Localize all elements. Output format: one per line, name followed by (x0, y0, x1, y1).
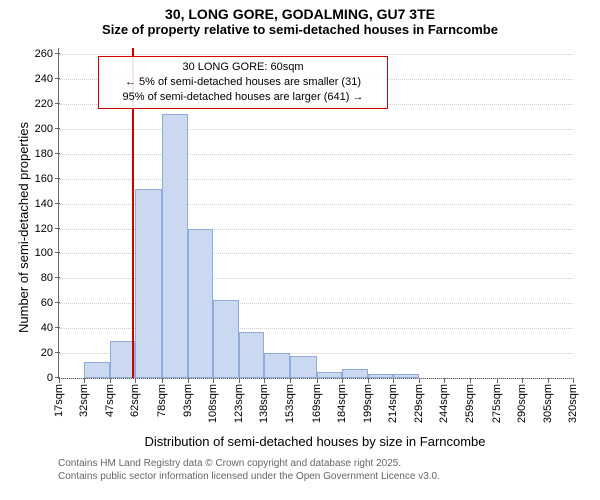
x-tick-label: 305sqm (542, 384, 554, 423)
y-tick-label: 160 (35, 173, 59, 185)
chart-title-line1: 30, LONG GORE, GODALMING, GU7 3TE (0, 0, 600, 22)
x-tick-label: 47sqm (104, 384, 116, 417)
histogram-bar (368, 374, 393, 378)
y-tick-label: 60 (41, 297, 59, 309)
histogram-bar (317, 372, 342, 378)
histogram-bar (213, 300, 238, 378)
x-tick-label: 320sqm (567, 384, 579, 423)
histogram-bar (188, 229, 213, 378)
x-tick-mark (317, 378, 318, 383)
y-tick-label: 240 (35, 73, 59, 85)
histogram-bar (342, 369, 367, 378)
x-tick-label: 214sqm (387, 384, 399, 423)
x-tick-label: 17sqm (53, 384, 65, 417)
x-tick-mark (497, 378, 498, 383)
histogram-bar (135, 189, 162, 378)
y-tick-label: 100 (35, 247, 59, 259)
footer-line1: Contains HM Land Registry data © Crown c… (58, 458, 440, 471)
chart-title-line2: Size of property relative to semi-detach… (0, 22, 600, 41)
gridline (59, 129, 573, 130)
annotation-line1: 30 LONG GORE: 60sqm (105, 60, 381, 75)
x-tick-mark (59, 378, 60, 383)
x-tick-label: 184sqm (336, 384, 348, 423)
x-tick-mark (290, 378, 291, 383)
x-tick-label: 259sqm (464, 384, 476, 423)
x-tick-label: 169sqm (311, 384, 323, 423)
histogram-bar (239, 332, 264, 378)
y-tick-label: 80 (41, 272, 59, 284)
x-tick-label: 290sqm (516, 384, 528, 423)
histogram-bar (162, 114, 187, 378)
x-tick-label: 138sqm (258, 384, 270, 423)
x-tick-label: 244sqm (438, 384, 450, 423)
x-tick-label: 229sqm (413, 384, 425, 423)
histogram-bar (393, 374, 418, 378)
attribution-footer: Contains HM Land Registry data © Crown c… (58, 458, 440, 483)
x-tick-mark (368, 378, 369, 383)
gridline (59, 154, 573, 155)
footer-line2: Contains public sector information licen… (58, 471, 440, 484)
x-tick-label: 275sqm (491, 384, 503, 423)
x-tick-mark (419, 378, 420, 383)
x-tick-mark (239, 378, 240, 383)
x-tick-label: 32sqm (78, 384, 90, 417)
y-tick-label: 220 (35, 98, 59, 110)
x-tick-mark (162, 378, 163, 383)
x-axis-label: Distribution of semi-detached houses by … (58, 434, 572, 449)
x-tick-mark (444, 378, 445, 383)
x-tick-mark (84, 378, 85, 383)
x-tick-mark (110, 378, 111, 383)
x-tick-mark (135, 378, 136, 383)
x-tick-mark (213, 378, 214, 383)
chart-container: 30, LONG GORE, GODALMING, GU7 3TE Size o… (0, 0, 600, 500)
x-tick-mark (522, 378, 523, 383)
x-tick-mark (548, 378, 549, 383)
x-tick-label: 199sqm (362, 384, 374, 423)
x-tick-label: 62sqm (129, 384, 141, 417)
histogram-bar (290, 356, 317, 378)
y-axis-label: Number of semi-detached properties (16, 122, 31, 333)
x-tick-mark (342, 378, 343, 383)
x-tick-label: 78sqm (156, 384, 168, 417)
y-tick-label: 180 (35, 148, 59, 160)
annotation-line2: ← 5% of semi-detached houses are smaller… (105, 75, 381, 90)
gridline (59, 179, 573, 180)
annotation-box: 30 LONG GORE: 60sqm← 5% of semi-detached… (98, 56, 388, 109)
y-tick-label: 0 (47, 372, 59, 384)
x-tick-label: 153sqm (284, 384, 296, 423)
x-tick-label: 93sqm (182, 384, 194, 417)
x-tick-mark (393, 378, 394, 383)
y-tick-label: 140 (35, 198, 59, 210)
x-tick-mark (470, 378, 471, 383)
histogram-bar (84, 362, 109, 378)
histogram-bar (264, 353, 289, 378)
x-tick-label: 108sqm (207, 384, 219, 423)
annotation-line3: 95% of semi-detached houses are larger (… (105, 90, 381, 105)
x-tick-mark (573, 378, 574, 383)
x-tick-label: 123sqm (233, 384, 245, 423)
y-tick-label: 40 (41, 322, 59, 334)
y-tick-label: 200 (35, 123, 59, 135)
y-tick-label: 260 (35, 48, 59, 60)
x-tick-mark (264, 378, 265, 383)
y-tick-label: 120 (35, 223, 59, 235)
y-tick-label: 20 (41, 347, 59, 359)
x-tick-mark (188, 378, 189, 383)
